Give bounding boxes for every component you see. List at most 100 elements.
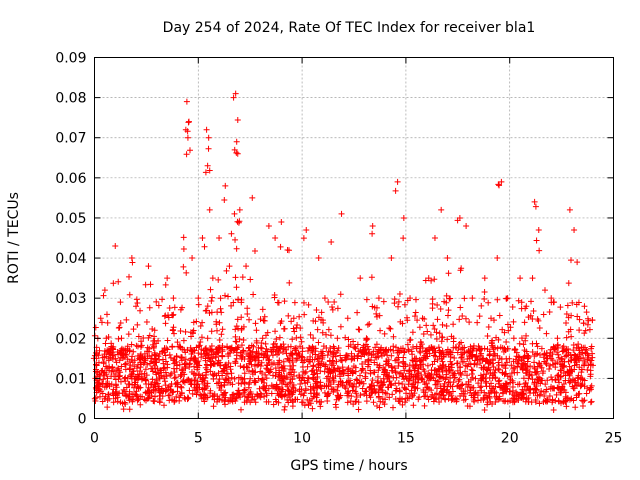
data-point (447, 358, 454, 365)
data-point (588, 343, 595, 350)
data-point (281, 406, 288, 413)
data-point (125, 380, 132, 387)
data-point (186, 147, 193, 154)
data-point (573, 301, 580, 308)
data-point (523, 303, 530, 310)
data-point (469, 374, 476, 381)
data-point (413, 345, 420, 352)
data-point (448, 397, 455, 404)
data-point (215, 276, 222, 283)
data-point (447, 383, 454, 390)
data-point (405, 381, 412, 388)
data-point (490, 364, 497, 371)
data-point (126, 291, 133, 298)
data-point (147, 360, 154, 367)
data-point (404, 341, 411, 348)
data-point (521, 319, 528, 326)
data-point (258, 345, 265, 352)
data-point (100, 376, 107, 383)
data-point (288, 350, 295, 357)
data-point (136, 355, 143, 362)
data-point (468, 371, 475, 378)
data-point (358, 353, 365, 360)
data-point (523, 367, 530, 374)
data-point (565, 351, 572, 358)
data-point (122, 347, 129, 354)
data-point (434, 302, 441, 309)
data-point (343, 355, 350, 362)
data-point (362, 359, 369, 366)
data-point (275, 347, 282, 354)
data-point (272, 328, 279, 335)
data-point (461, 344, 468, 351)
data-point (173, 353, 180, 360)
data-point (487, 359, 494, 366)
data-point (575, 341, 582, 348)
data-point (483, 366, 490, 373)
data-point (521, 353, 528, 360)
data-point (459, 354, 466, 361)
data-point (418, 375, 425, 382)
data-point (278, 218, 285, 225)
data-point (243, 398, 250, 405)
data-point (348, 356, 355, 363)
data-point (446, 391, 453, 398)
data-point (576, 351, 583, 358)
data-point (377, 327, 384, 334)
data-point (567, 257, 574, 264)
data-point (280, 346, 287, 353)
data-point (227, 379, 234, 386)
data-point (419, 345, 426, 352)
data-point (529, 275, 536, 282)
data-point (529, 340, 536, 347)
data-point (487, 389, 494, 396)
data-point (167, 354, 174, 361)
data-point (174, 379, 181, 386)
data-point (504, 359, 511, 366)
data-point (536, 247, 543, 254)
data-point (101, 287, 108, 294)
data-point (396, 387, 403, 394)
data-point (526, 368, 533, 375)
data-point (538, 345, 545, 352)
data-point (362, 346, 369, 353)
data-point (113, 359, 120, 366)
data-point (208, 343, 215, 350)
data-point (189, 348, 196, 355)
data-point (193, 383, 200, 390)
data-point (120, 386, 127, 393)
data-point (374, 373, 381, 380)
data-point (216, 337, 223, 344)
data-point (485, 299, 492, 306)
data-point (117, 369, 124, 376)
data-point (225, 398, 232, 405)
data-point (565, 280, 572, 287)
data-point (527, 363, 534, 370)
data-point (124, 345, 131, 352)
data-point (327, 370, 334, 377)
data-point (483, 378, 490, 385)
data-point (120, 406, 127, 413)
data-point (92, 368, 99, 375)
data-point (171, 399, 178, 406)
data-point (267, 366, 274, 373)
data-point (204, 352, 211, 359)
data-point (259, 335, 266, 342)
data-point (210, 361, 217, 368)
data-point (563, 311, 570, 318)
data-point (297, 334, 304, 341)
data-point (100, 292, 107, 299)
data-point (274, 351, 281, 358)
data-point (575, 374, 582, 381)
data-point (584, 315, 591, 322)
data-point (353, 398, 360, 405)
data-point (254, 362, 261, 369)
data-point (352, 388, 359, 395)
data-point (429, 296, 436, 303)
data-point (202, 307, 209, 314)
data-point (529, 349, 536, 356)
data-point (495, 359, 502, 366)
data-point (228, 370, 235, 377)
data-point (278, 363, 285, 370)
data-point (289, 336, 296, 343)
